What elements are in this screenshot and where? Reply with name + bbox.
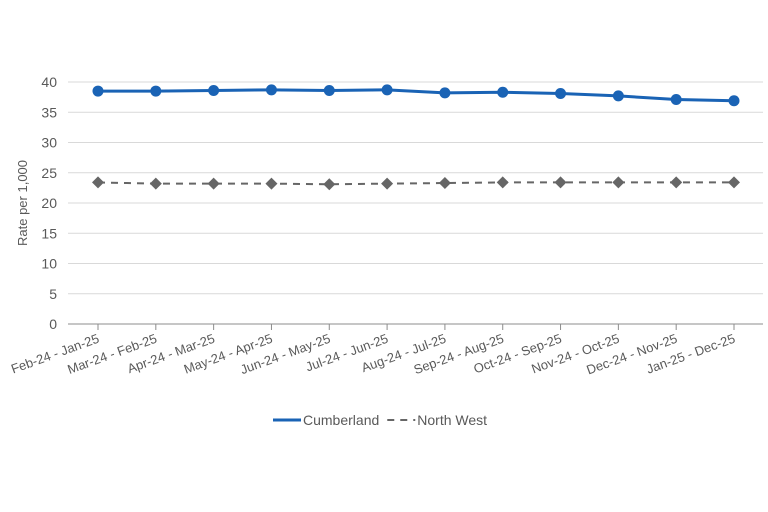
data-point [728,95,740,107]
legend-label: Cumberland [303,412,379,428]
y-tick-label: 5 [49,286,57,302]
data-point [554,176,567,189]
y-tick-label: 35 [41,104,57,120]
data-point [612,90,624,102]
series-line [98,88,735,103]
data-point [323,84,335,96]
data-point [381,84,393,96]
data-point [612,176,625,189]
legend-item: North West [387,412,487,428]
y-tick-label: 40 [41,74,57,90]
data-point [670,94,682,106]
data-point [207,177,220,190]
series [92,84,740,191]
legend: Cumberland North West [273,412,487,428]
data-point [149,177,162,190]
legend-label: North West [417,412,487,428]
data-point [496,176,509,189]
data-point [439,87,451,99]
y-tick-label: 25 [41,165,57,181]
data-point [438,177,451,190]
data-point [92,176,104,189]
y-tick-label: 15 [41,225,57,241]
data-point [208,84,220,96]
data-point [150,85,162,97]
series-line [97,181,734,186]
y-tick-label: 10 [41,256,57,272]
data-point [728,176,740,189]
data-point [497,86,509,98]
axes [68,323,763,330]
y-axis-title: Rate per 1,000 [15,160,30,246]
y-tick-label: 0 [49,316,57,332]
data-point [265,84,277,96]
gridlines [68,81,763,295]
series-north-west [92,176,740,191]
y-tick-label: 30 [41,135,57,151]
data-point [555,87,567,99]
data-point [92,85,104,97]
data-point [265,177,278,190]
legend-item: Cumberland [273,412,379,428]
data-point [670,176,683,189]
data-point [323,178,336,191]
series-cumberland [92,84,740,107]
y-tick-label: 20 [41,195,57,211]
data-point [381,177,394,190]
